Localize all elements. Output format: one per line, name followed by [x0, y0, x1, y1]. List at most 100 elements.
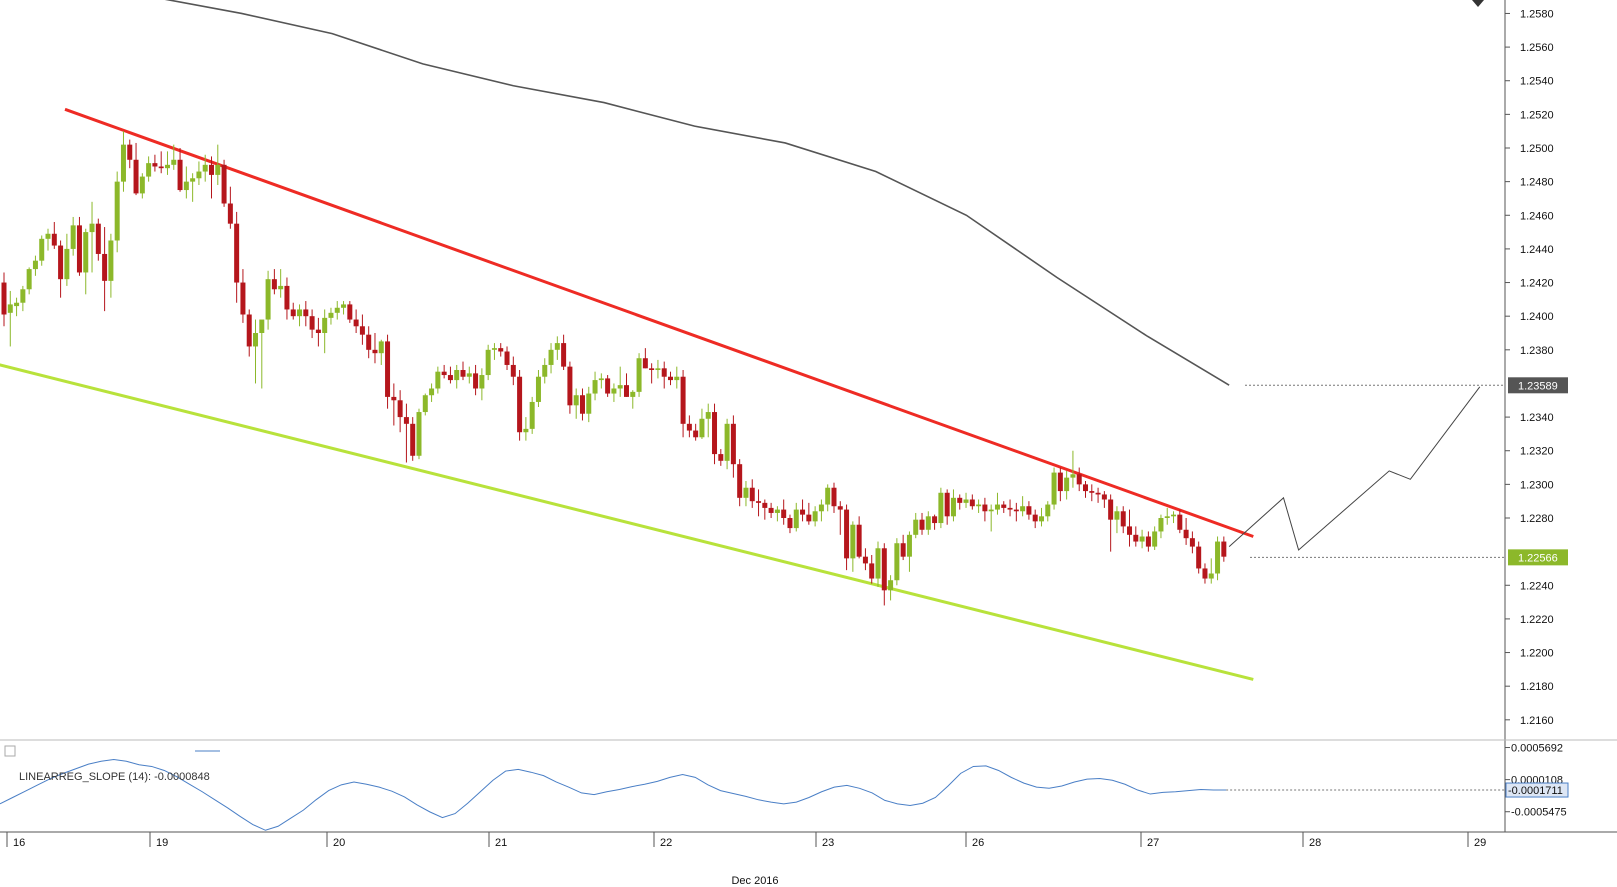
candle	[881, 543, 887, 606]
candle	[1171, 511, 1177, 524]
date-tick-label: 21	[495, 837, 507, 849]
candle	[1177, 509, 1183, 534]
candle	[20, 285, 26, 312]
candle-body	[1001, 504, 1007, 508]
candle	[447, 366, 453, 384]
candle	[674, 366, 680, 389]
candle	[605, 375, 611, 397]
candle	[152, 154, 158, 172]
candle	[976, 499, 982, 513]
candle-body	[1177, 514, 1183, 530]
candle-body	[988, 509, 994, 512]
candle-body	[944, 492, 950, 517]
candle	[988, 504, 994, 532]
candle	[680, 370, 686, 438]
candle-body	[850, 524, 856, 559]
candle	[844, 504, 850, 571]
indicator-plot[interactable]	[0, 759, 1505, 831]
overlay: LINEARREG_SLOPE (14): -0.0000848 Dec 201…	[19, 771, 779, 887]
candle	[385, 334, 391, 409]
candle-body	[1, 282, 7, 315]
candle-body	[1108, 499, 1114, 520]
candle	[1076, 467, 1082, 492]
candle-body	[888, 580, 894, 591]
candle-body	[1057, 472, 1063, 492]
candle-body	[403, 417, 409, 424]
candle	[699, 408, 705, 439]
ma-price-tag-bg	[1508, 377, 1568, 394]
candle	[913, 512, 919, 539]
date-tick-label: 20	[333, 837, 345, 849]
candle-body	[724, 423, 730, 461]
price-tick-label: 1.2240	[1520, 580, 1554, 592]
candle-body	[831, 487, 837, 507]
candle	[1215, 536, 1221, 581]
candle-body	[221, 164, 227, 204]
candle-body	[246, 314, 252, 347]
candle-body	[642, 358, 648, 369]
candle	[837, 501, 843, 535]
candle-body	[743, 487, 749, 498]
candle-body	[554, 343, 560, 350]
candle	[749, 479, 755, 508]
candle	[341, 301, 347, 315]
candle-body	[806, 514, 812, 522]
candle	[567, 361, 573, 414]
candle-body	[674, 376, 680, 381]
price-tick-label: 1.2180	[1520, 681, 1554, 693]
candle	[164, 151, 170, 175]
candle-body	[661, 368, 667, 377]
candle-body	[1145, 536, 1151, 547]
candle	[875, 541, 881, 587]
candle-body	[668, 376, 674, 381]
candle-body	[315, 329, 321, 333]
candle	[535, 370, 541, 407]
price-plot[interactable]	[0, 0, 1505, 681]
candle-body	[586, 393, 592, 414]
candle	[982, 497, 988, 522]
candle-body	[347, 304, 353, 320]
candle	[831, 482, 837, 513]
candle-body	[1215, 541, 1221, 574]
candle-body	[1164, 516, 1170, 518]
candle-body	[485, 349, 491, 376]
candle	[240, 269, 246, 323]
candle	[712, 403, 718, 465]
candle-body	[523, 428, 529, 433]
candle-body	[1032, 514, 1038, 522]
candle-body	[737, 464, 743, 498]
candle	[957, 494, 963, 510]
candle-body	[253, 333, 259, 347]
candle	[1127, 509, 1133, 547]
candle-body	[83, 232, 89, 273]
candle	[1114, 506, 1120, 534]
slope-tag-bg	[1505, 782, 1569, 798]
candle-body	[1038, 516, 1044, 522]
candle-body	[1189, 538, 1195, 547]
price-tick-label: 1.2280	[1520, 513, 1554, 525]
candle-body	[756, 501, 762, 503]
candle	[825, 484, 831, 512]
candle	[510, 356, 516, 386]
candle-body	[1196, 546, 1202, 569]
candle	[781, 499, 787, 525]
date-tick-label: 29	[1474, 837, 1486, 849]
candle-body	[542, 364, 548, 377]
candle	[435, 366, 441, 394]
candle	[950, 489, 956, 522]
candle-body	[517, 376, 523, 433]
candle-body	[787, 518, 793, 529]
candle-body	[366, 334, 372, 350]
candle	[548, 343, 554, 374]
candle	[617, 366, 623, 397]
candle	[737, 459, 743, 507]
indicator-label: LINEARREG_SLOPE (14): -0.0000848	[19, 771, 210, 783]
candle-body	[341, 304, 347, 308]
candle	[190, 173, 196, 202]
candle	[76, 216, 82, 276]
candle-body	[196, 171, 202, 179]
candle-body	[215, 164, 221, 175]
candle	[1057, 467, 1063, 502]
candle-body	[397, 400, 403, 418]
candle-body	[762, 502, 768, 508]
